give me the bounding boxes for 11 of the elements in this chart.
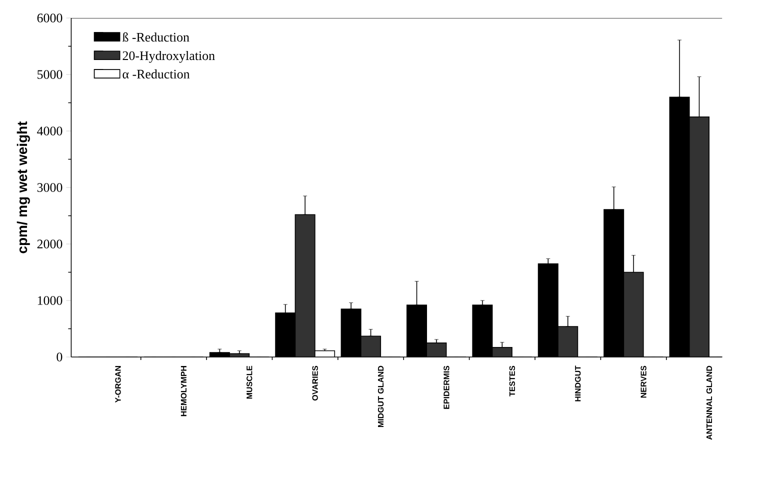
legend-label: α -Reduction [122, 69, 190, 79]
y-tick-label: 0 [56, 352, 62, 362]
legend-label: 20-Hydroxylation [122, 50, 215, 63]
y-tick-label: 5000 [38, 70, 62, 79]
y-tick-label: 1000 [38, 296, 62, 305]
y-tick-label: 2000 [37, 240, 62, 248]
y-axis-title: cpm/ mg wet weight [16, 121, 30, 254]
y-tick-label: 6000 [37, 14, 62, 22]
legend-label: ß -Reduction [122, 32, 190, 42]
y-tick-label: 3000 [37, 183, 62, 192]
y-tick-label: 4000 [37, 126, 62, 136]
